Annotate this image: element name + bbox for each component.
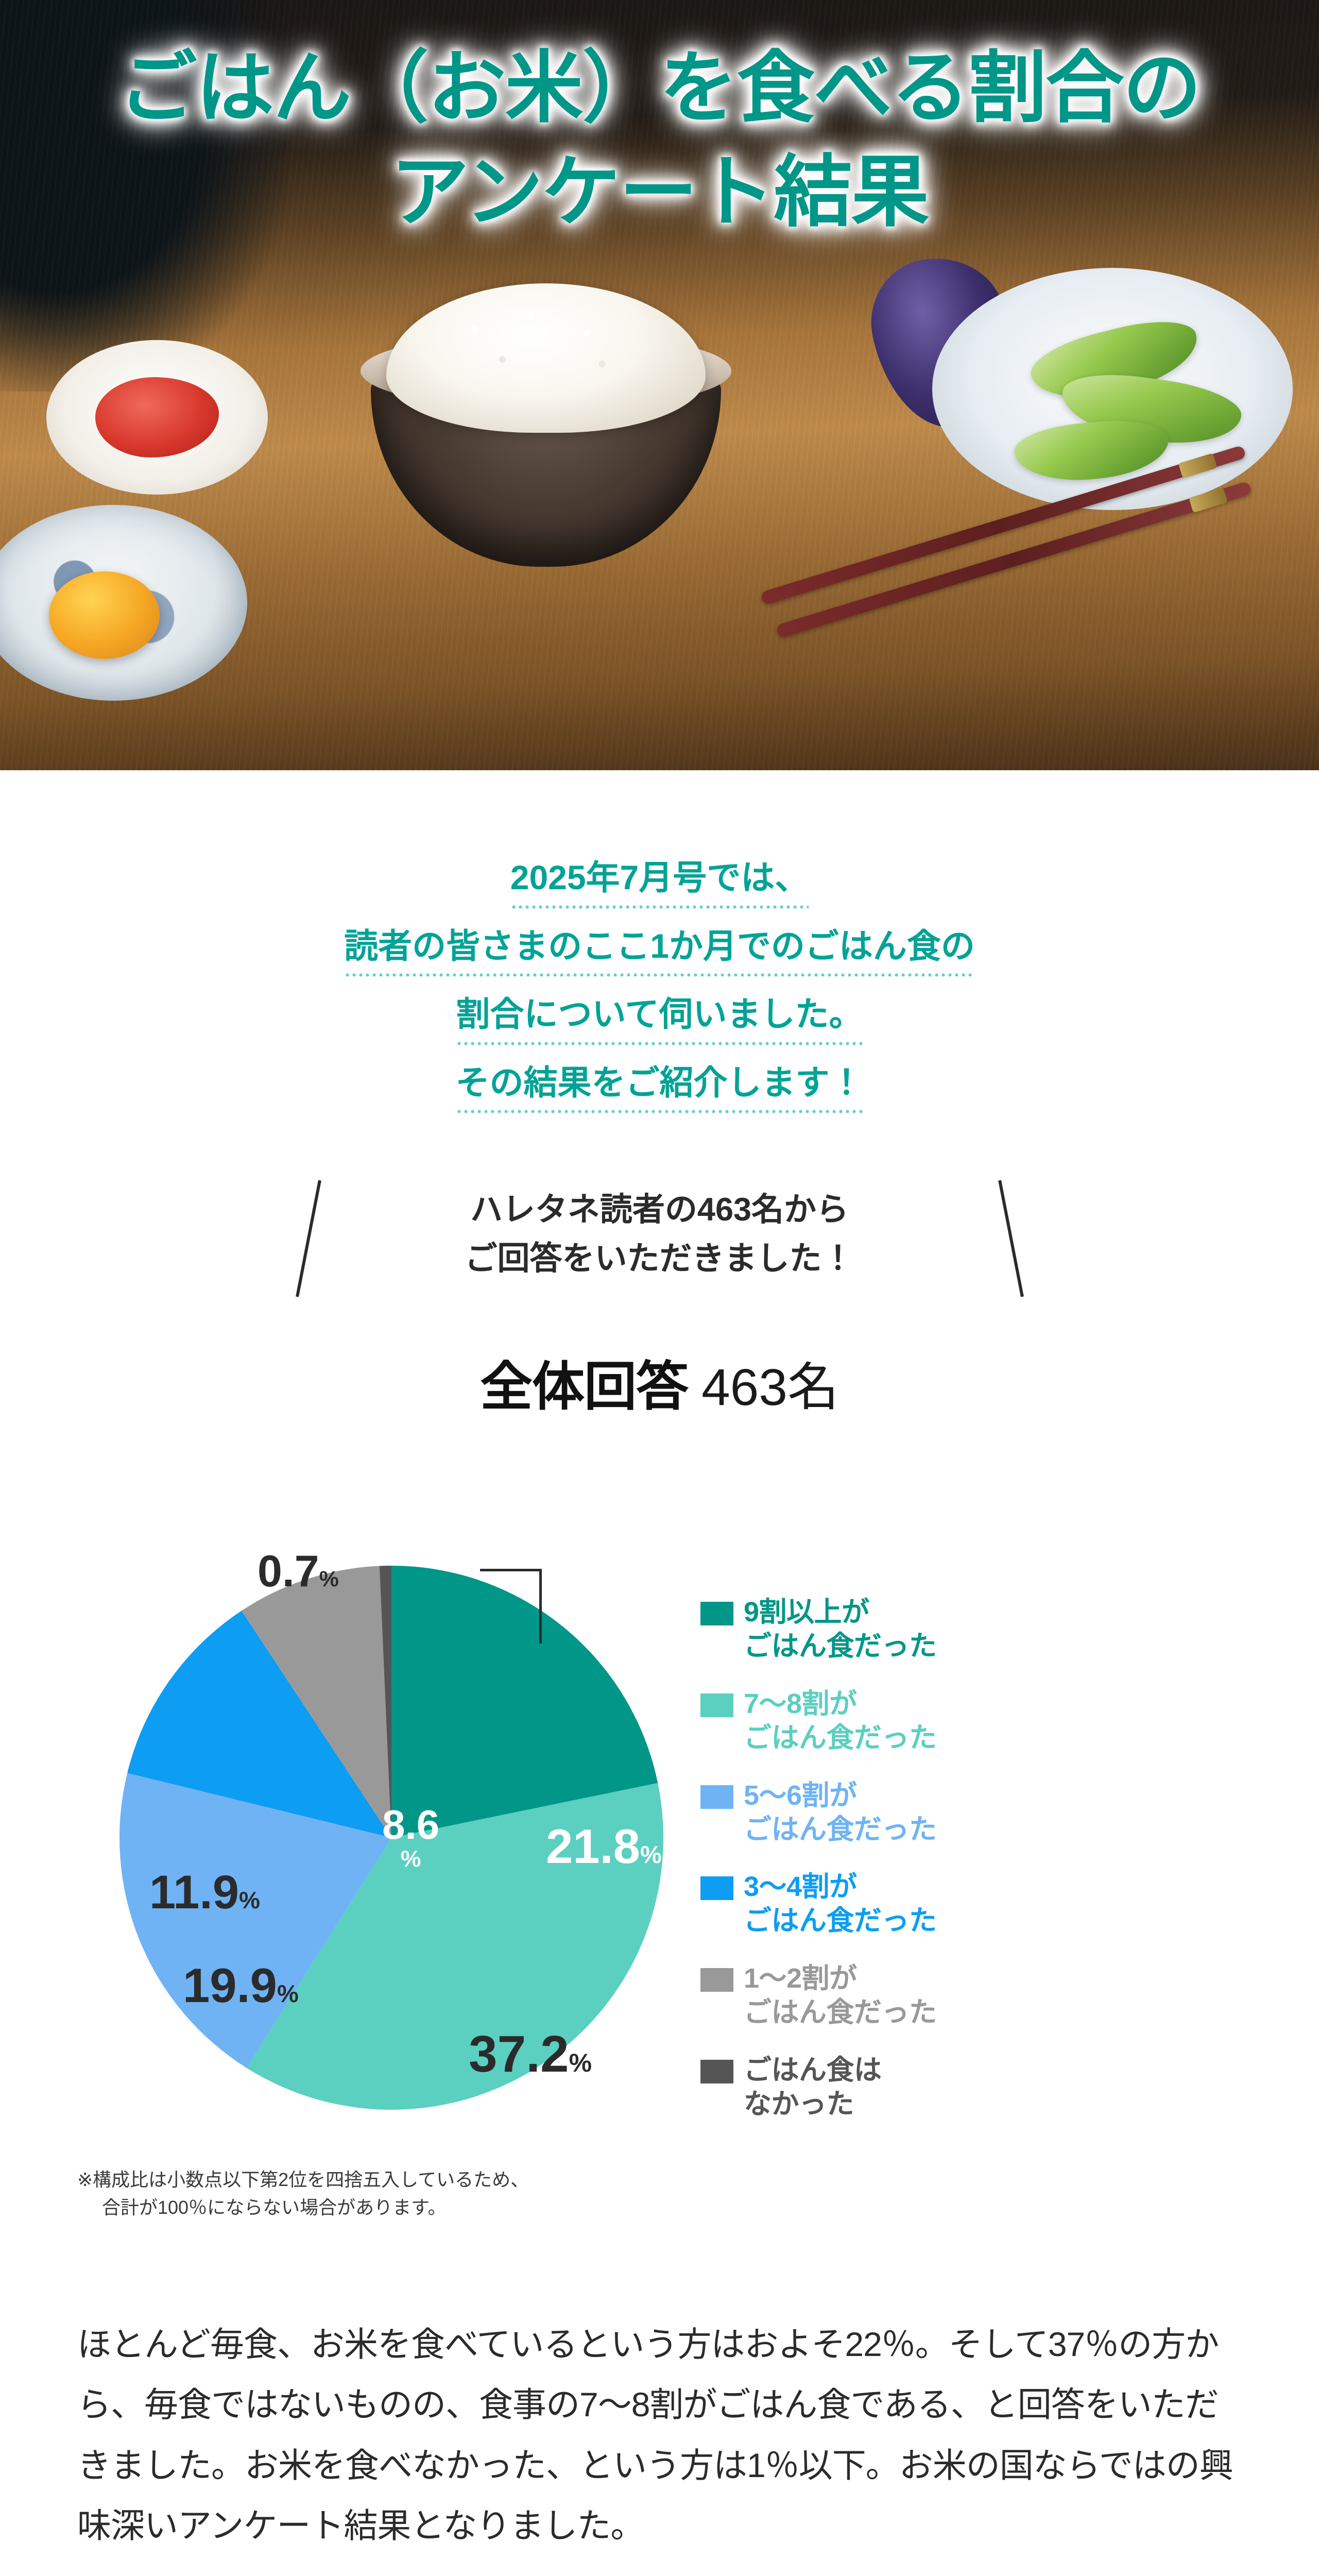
chart-heading-strong: 全体回答: [480, 1358, 689, 1417]
hero-photo: [0, 0, 1319, 770]
pie-value-0: 21.8: [546, 1819, 640, 1874]
pie-value-2: 19.9: [183, 1958, 277, 2013]
legend-item-1-2wari[interactable]: 1〜2割が ごはん食だった: [700, 1962, 1319, 2030]
mentaiko-dish-image: [46, 340, 268, 495]
legend-item-9wari-ijou[interactable]: 9割以上が ごはん食だった: [700, 1596, 1319, 1664]
pie-label-7-8wari: 37.2%: [469, 2028, 592, 2080]
legend-label-line-1: 7〜8割が: [744, 1688, 857, 1719]
legend-label: ごはん食は なかった: [744, 2054, 882, 2122]
intro-line-2: 読者の皆さまのここ1か月でのごはん食の: [344, 926, 975, 977]
percent-sign: %: [640, 1841, 662, 1869]
percent-sign: %: [569, 2048, 592, 2078]
legend-label: 9割以上が ごはん食だった: [744, 1596, 937, 1664]
legend-label-line-2: ごはん食だった: [744, 1722, 937, 1753]
cooked-rice: [386, 283, 706, 433]
pie-slice[interactable]: [379, 1566, 391, 1838]
pie-slice[interactable]: [241, 1566, 391, 1838]
body-paragraph-1: ほとんど毎食、お米を食べているという方はおよそ22％。そして37％の方から、毎食…: [77, 2325, 1234, 2545]
egg-yolk: [49, 571, 160, 659]
chart-heading: 全体回答 463名: [0, 1345, 1319, 1420]
legend-swatch-icon: [700, 2059, 733, 2083]
page-title-line-1: ごはん（お米）を食べる割合の: [118, 44, 1202, 132]
pie-value-5: 0.7: [258, 1547, 319, 1597]
chart-heading-count: 463名: [701, 1359, 839, 1417]
pie-label-gohanshoku-nakatta: 0.7%: [258, 1549, 339, 1594]
percent-sign: %: [277, 1980, 299, 2008]
pie-value-3: 11.9: [149, 1866, 239, 1919]
percent-sign: %: [319, 1567, 339, 1592]
pie-label-5-6wari: 19.9%: [183, 1961, 299, 2010]
article-body: ほとんど毎食、お米を食べているという方はおよそ22％。そして37％の方から、毎食…: [77, 2314, 1242, 2576]
legend-label: 1〜2割が ごはん食だった: [744, 1962, 937, 2030]
chopstick-tip: [1178, 453, 1218, 479]
legend-swatch-icon: [700, 1602, 733, 1626]
percent-sign: %: [400, 1846, 421, 1872]
legend-label-line-2: ごはん食だった: [744, 1631, 937, 1662]
respondent-line-2: ご回答をいただきました！: [465, 1240, 854, 1277]
raw-egg-bowl-image: [0, 505, 247, 701]
pie-chart-section: 0.7% 21.8% 37.2% 19.9% 11.9% 8.6% 9割以上が …: [0, 1441, 1319, 2145]
dark-vignette: [0, 0, 288, 392]
pie-slice[interactable]: [391, 1566, 658, 1838]
respondent-line-1: ハレタネ読者の463名から: [470, 1192, 849, 1228]
legend-label: 7〜8割が ごはん食だった: [744, 1687, 937, 1755]
pie-chart: 0.7% 21.8% 37.2% 19.9% 11.9% 8.6%: [88, 1441, 700, 2111]
legend-item-3-4wari[interactable]: 3〜4割が ごはん食だった: [700, 1870, 1319, 1938]
intro-line-4: その結果をご紹介します！: [455, 1063, 864, 1114]
pie-slice[interactable]: [119, 1773, 391, 2069]
pie-value-1: 37.2: [469, 2025, 569, 2083]
callout-leader-line: [480, 1569, 542, 1644]
pie-label-9wari-ijou: 21.8%: [546, 1822, 662, 1871]
hero-banner: ごはん（お米）を食べる割合の アンケート結果: [0, 0, 1319, 770]
legend-label-line-1: 3〜4割が: [744, 1871, 857, 1903]
legend-swatch-icon: [700, 1693, 733, 1717]
legend-label-line-1: 1〜2割が: [744, 1963, 857, 1994]
legend-item-gohanshoku-nakatta[interactable]: ごはん食は なかった: [700, 2054, 1319, 2122]
legend-swatch-icon: [700, 1968, 733, 1992]
footnote-line-2: 合計が100％にならない場合があります。: [102, 2196, 447, 2218]
pie-slice[interactable]: [246, 1783, 664, 2110]
intro-line-3: 割合について伺いました。: [456, 994, 863, 1045]
legend-label-line-2: ごはん食だった: [744, 1997, 937, 2028]
chart-legend: 9割以上が ごはん食だった 7〜8割が ごはん食だった 5〜6割が ごはん食だっ…: [700, 1441, 1319, 2145]
legend-swatch-icon: [700, 1876, 733, 1901]
rice-bowl-image: [355, 242, 736, 572]
legend-label-line-2: ごはん食だった: [744, 1905, 937, 1937]
pie-value-4: 8.6: [382, 1802, 440, 1848]
intro-line-1: 2025年7月号では、: [510, 858, 809, 909]
cucumber-pickles-dish-image: [932, 268, 1293, 510]
legend-swatch-icon: [700, 1785, 733, 1809]
footnote-line-1: ※構成比は小数点以下第2位を四捨五入しているため、: [77, 2168, 529, 2190]
pie-label-3-4wari: 11.9%: [149, 1869, 260, 1916]
legend-label: 5〜6割が ごはん食だった: [744, 1779, 937, 1847]
percent-sign: %: [238, 1887, 260, 1914]
legend-label-line-1: ごはん食は: [744, 2054, 882, 2086]
chopstick-tip: [1189, 487, 1228, 513]
respondent-count-callout: ハレタネ読者の463名から ご回答をいただきました！: [222, 1175, 1098, 1297]
legend-label: 3〜4割が ごはん食だった: [744, 1870, 937, 1938]
legend-label-line-2: ごはん食だった: [744, 1814, 937, 1845]
legend-label-line-1: 5〜6割が: [744, 1780, 857, 1811]
pie-label-1-2wari: 8.6%: [382, 1804, 439, 1871]
pie-slice[interactable]: [127, 1611, 391, 1838]
legend-label-line-1: 9割以上が: [744, 1597, 869, 1628]
page-title: ごはん（お米）を食べる割合の アンケート結果: [0, 36, 1319, 244]
intro-section: 2025年7月号では、 読者の皆さまのここ1か月でのごはん食の 割合について伺い…: [0, 770, 1319, 1113]
legend-item-7-8wari[interactable]: 7〜8割が ごはん食だった: [700, 1687, 1319, 1755]
legend-item-5-6wari[interactable]: 5〜6割が ごはん食だった: [700, 1779, 1319, 1847]
pie-chart-svg: [119, 1566, 664, 2110]
chart-footnote: ※構成比は小数点以下第2位を四捨五入しているため、 合計が100％にならない場合…: [77, 2166, 1319, 2222]
legend-label-line-2: なかった: [744, 2088, 854, 2120]
page-title-line-2: アンケート結果: [390, 148, 930, 236]
